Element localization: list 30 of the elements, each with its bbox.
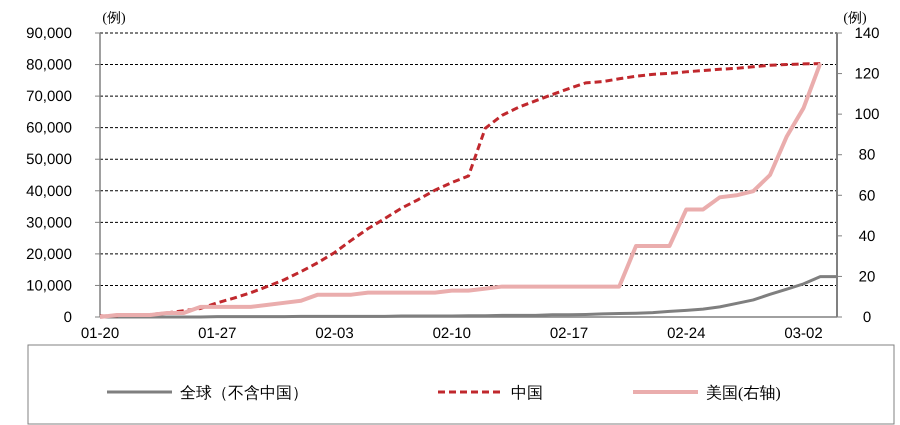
x-tick-label: 02-03 <box>315 325 354 342</box>
y-tick-label: 70,000 <box>26 88 72 106</box>
y-tick-label: 20,000 <box>26 246 72 263</box>
x-tick-label: 02-10 <box>432 325 471 342</box>
legend-label: 全球（不含中国） <box>180 384 308 402</box>
x-tick-label: 02-17 <box>550 325 588 342</box>
x-tick-label: 03-02 <box>784 325 823 342</box>
y-tick-label: 90,000 <box>26 25 72 42</box>
legend-label: 中国 <box>511 384 543 402</box>
y-tick-label: 0 <box>64 309 72 326</box>
y2-tick-label: 20 <box>858 268 876 286</box>
y2-tick-label: 100 <box>854 106 880 124</box>
x-tick-label: 01-27 <box>198 325 236 342</box>
y2-tick-label: 140 <box>854 25 880 42</box>
y-tick-label: 80,000 <box>26 56 72 74</box>
y-tick-label: 40,000 <box>26 182 72 200</box>
y2-tick-label: 80 <box>858 146 876 164</box>
y2-tick-label: 120 <box>854 66 880 83</box>
y2-axis-title: (例) <box>843 10 867 26</box>
y-axis-title: (例) <box>102 10 126 26</box>
x-tick-label: 02-24 <box>667 325 706 342</box>
x-tick-label: 01-20 <box>80 325 120 342</box>
y-tick-label: 10,000 <box>26 277 72 294</box>
y2-tick-label: 0 <box>862 309 872 326</box>
legend-label: 美国(右轴) <box>706 384 781 402</box>
y2-tick-label: 60 <box>858 187 876 204</box>
y-tick-label: 50,000 <box>26 151 72 168</box>
y-tick-label: 30,000 <box>26 214 72 232</box>
y2-tick-label: 40 <box>858 228 876 245</box>
y-tick-label: 60,000 <box>26 120 72 137</box>
